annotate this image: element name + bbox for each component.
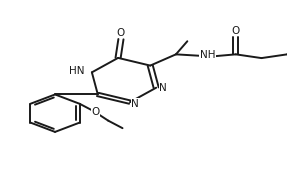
Text: O: O: [91, 107, 100, 117]
Text: O: O: [232, 26, 240, 36]
Text: NH: NH: [200, 50, 215, 60]
Text: N: N: [159, 83, 167, 93]
Text: HN: HN: [69, 66, 85, 76]
Text: N: N: [131, 99, 139, 109]
Text: O: O: [117, 28, 125, 38]
